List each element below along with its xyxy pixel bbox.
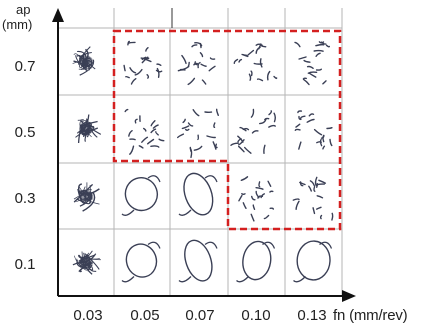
highlight-regions (112, 29, 342, 231)
chip-long-curl (293, 240, 333, 283)
grid-cell (169, 27, 229, 96)
chip-tangled-ball (73, 182, 100, 212)
x-tick-label: 0.03 (73, 307, 103, 324)
y-tick-label: 0.7 (14, 58, 36, 75)
x-tick-label: 0.10 (241, 307, 271, 324)
y-tick-label: 0.5 (14, 124, 36, 141)
chip-tangled-ball (75, 114, 102, 144)
grid-cell (284, 94, 343, 164)
grid-cell (227, 27, 286, 96)
chip-long-curl (178, 239, 218, 283)
grid-cell (169, 228, 229, 297)
y-tick-label: 0.1 (14, 256, 36, 273)
grid-cell (227, 162, 286, 230)
chip-long-curl (178, 172, 218, 216)
chip-fragmented (230, 108, 276, 154)
chip-fragmented (233, 43, 278, 82)
y-axis-unit: (mm) (2, 17, 33, 32)
chip-long-curl (121, 241, 161, 283)
grid-cell (227, 228, 286, 297)
chip-fragmented (123, 40, 163, 85)
cell-grid (57, 8, 343, 297)
grid-cell (169, 162, 229, 230)
chip-fragmented (292, 176, 334, 221)
chip-fragmented (294, 41, 330, 86)
grid-cell (227, 94, 286, 164)
grid-cell (113, 162, 171, 230)
chip-fragmented (238, 176, 274, 222)
chip-long-curl (121, 175, 161, 216)
chip-tangled-ball (72, 250, 101, 275)
grid-cell (169, 94, 229, 164)
grid-cell (284, 162, 343, 230)
y-tick-label: 0.3 (14, 190, 36, 207)
chip-fragmented (177, 108, 219, 159)
chip-tangled-ball (72, 46, 96, 76)
x-tick-label: 0.05 (130, 307, 160, 324)
grid-cell (284, 228, 343, 297)
grid-cell (113, 27, 171, 96)
chip-fragmented (177, 42, 216, 86)
y-axis-name: ap (16, 2, 31, 17)
grid-cell (284, 27, 343, 96)
grid-cell (113, 94, 171, 164)
chip-fragmented (124, 108, 165, 155)
chip-fragmented (294, 110, 333, 150)
chip-images (72, 40, 334, 283)
highlight-region-fragmented (112, 29, 342, 231)
axes (52, 8, 356, 302)
x-tick-label: 0.07 (185, 307, 215, 324)
grid-cell (113, 228, 171, 297)
chip-long-curl (236, 240, 276, 283)
y-axis-arrow (52, 8, 64, 22)
x-axis-arrow (342, 290, 356, 302)
x-tick-label: 0.13 (297, 307, 327, 324)
x-axis-label: fn (mm/rev) (333, 307, 408, 324)
